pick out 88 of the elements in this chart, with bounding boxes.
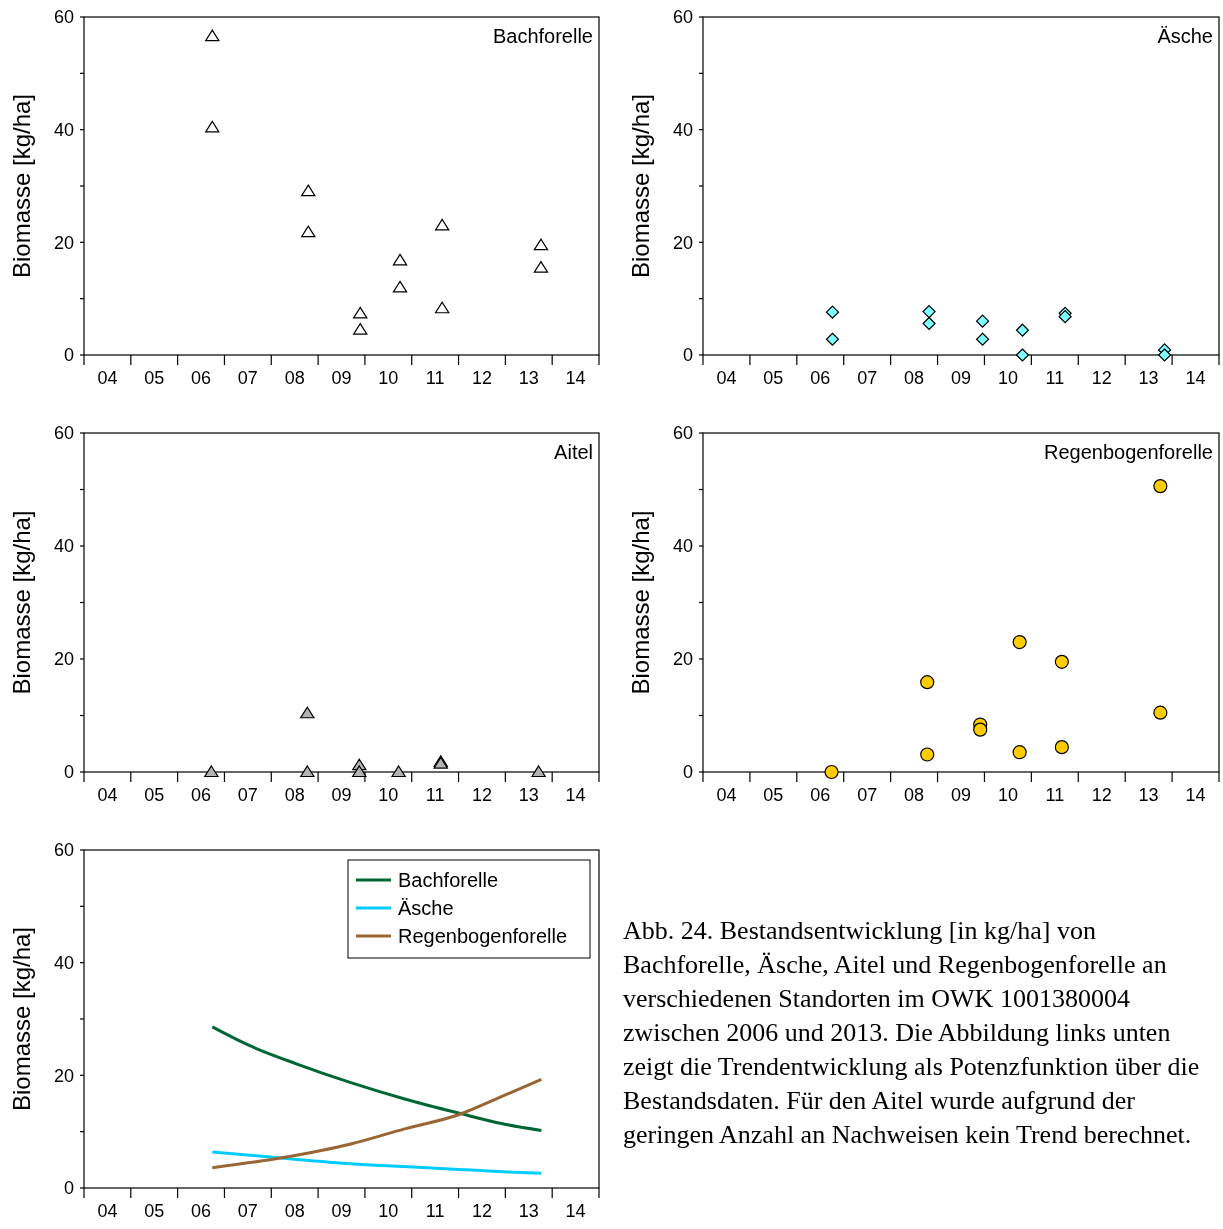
x-tick-label: 14 [565,1201,586,1221]
x-tick-label: 06 [191,1201,212,1221]
x-tick-label: 12 [471,785,492,805]
y-tick-label: 20 [672,232,693,253]
legend-label: Äsche [398,897,454,919]
chart-title: Aitel [554,441,593,463]
y-tick-label: 60 [672,7,693,28]
x-tick-label: 04 [716,368,737,388]
x-tick-label: 07 [237,785,258,805]
x-tick-label: 07 [857,368,878,388]
x-tick-label: 11 [425,785,445,805]
x-tick-label: 10 [378,1201,399,1221]
x-tick-label: 05 [763,785,784,805]
x-tick-label: 13 [1138,785,1159,805]
chart-title: Äsche [1157,25,1213,47]
y-axis-title: Biomasse [kg/ha] [627,93,654,279]
y-tick-label: 60 [672,423,693,444]
y-axis-title: Biomasse [kg/ha] [8,926,35,1112]
x-tick-label: 05 [763,368,784,388]
x-tick-label: 12 [1091,368,1112,388]
x-tick-label: 11 [425,1201,445,1221]
x-tick-label: 13 [1138,368,1159,388]
x-tick-label: 09 [331,1201,352,1221]
x-tick-label: 04 [97,785,118,805]
x-tick-label: 12 [1091,785,1112,805]
x-tick-label: 05 [144,1201,165,1221]
chart-title: Regenbogenforelle [1043,441,1213,463]
x-tick-label: 05 [144,785,165,805]
chart-title: Bachforelle [492,25,593,47]
y-tick-label: 0 [682,345,693,366]
x-tick-label: 06 [191,785,212,805]
x-tick-label: 06 [191,368,212,388]
y-axis-title: Biomasse [kg/ha] [8,510,35,695]
y-tick-label: 60 [53,7,74,28]
x-tick-label: 14 [565,368,586,388]
x-tick-label: 04 [97,368,118,388]
y-tick-label: 40 [53,536,74,557]
legend-label: Regenbogenforelle [398,925,568,947]
x-tick-label: 06 [810,785,831,805]
y-tick-label: 60 [53,840,74,861]
x-tick-label: 07 [857,785,878,805]
x-tick-label: 13 [518,785,539,805]
y-tick-label: 40 [53,952,74,973]
x-tick-label: 09 [331,368,352,388]
y-tick-label: 0 [682,762,693,783]
x-tick-label: 09 [950,785,972,805]
x-tick-label: 09 [331,785,352,805]
x-tick-label: 08 [284,368,305,388]
x-tick-label: 04 [97,1201,118,1221]
y-tick-label: 20 [53,232,74,253]
x-tick-label: 10 [997,785,1018,805]
x-tick-label: 12 [471,1201,492,1221]
x-tick-label: 08 [904,785,925,805]
y-tick-label: 0 [63,345,74,366]
y-axis-title: Biomasse [kg/ha] [627,510,654,695]
x-tick-label: 10 [378,368,399,388]
x-tick-label: 05 [144,368,165,388]
y-tick-label: 0 [63,762,74,783]
x-tick-label: 04 [716,785,737,805]
x-tick-label: 12 [471,368,492,388]
y-tick-label: 20 [53,1065,74,1086]
x-tick-label: 13 [518,368,539,388]
x-tick-label: 11 [1045,785,1065,805]
x-tick-label: 13 [518,1201,539,1221]
x-tick-label: 14 [565,785,586,805]
x-tick-label: 08 [284,1201,305,1221]
y-axis-title: Biomasse [kg/ha] [8,93,35,279]
y-tick-label: 40 [672,119,693,140]
x-tick-label: 10 [378,785,399,805]
y-tick-label: 40 [53,119,74,140]
x-tick-label: 06 [810,368,831,388]
x-tick-label: 07 [237,368,258,388]
x-tick-label: 14 [1185,368,1206,388]
x-tick-label: 07 [237,1201,258,1221]
x-tick-label: 08 [284,785,305,805]
y-tick-label: 60 [53,423,74,444]
y-tick-label: 20 [53,649,74,670]
x-tick-label: 10 [997,368,1018,388]
x-tick-label: 11 [425,368,445,388]
x-tick-label: 11 [1045,368,1065,388]
y-tick-label: 0 [63,1178,74,1199]
y-tick-label: 20 [672,649,693,670]
x-tick-label: 14 [1185,785,1206,805]
x-tick-label: 09 [950,368,972,388]
y-tick-label: 40 [672,536,693,557]
legend-label: Bachforelle [398,869,499,891]
caption: Abb. 24. Bestandsentwicklung [in kg/ha] von Bachforelle, Äsche, Aitel und Regenbogenforelle an verschiedenen Standorten im OWK 1001380004 zwischen 2006 und 2013. Die Abbildung links unten zeigt die Trendentwicklung als Potenzfunktion über die Bestandsdaten. Für den Aitel wurde aufgrund der geringen Anzahl an Nachweisen kein Trend berechnet. [623,916,1200,1149]
x-tick-label: 08 [904,368,925,388]
